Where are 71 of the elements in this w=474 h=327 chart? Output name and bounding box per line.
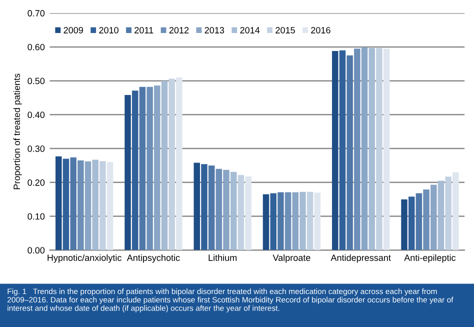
bar	[194, 162, 200, 250]
legend-label: 2014	[240, 27, 260, 34]
y-tick-label: 0.40	[28, 112, 45, 118]
bar	[306, 192, 314, 250]
bar	[408, 196, 415, 250]
bar	[161, 80, 168, 250]
legend-label: 2013	[204, 27, 224, 34]
bar	[154, 86, 160, 250]
bar	[401, 199, 408, 250]
bar	[339, 50, 346, 250]
legend-label: 2015	[276, 27, 295, 34]
x-tick-label: Hypnotic/anxiolytic	[48, 254, 122, 263]
y-tick-label: 0.00	[28, 247, 45, 254]
bar	[262, 194, 270, 250]
bar	[284, 192, 292, 250]
bar	[223, 170, 230, 250]
bar	[201, 164, 208, 250]
legend-label: 2011	[134, 27, 154, 34]
bar	[332, 51, 338, 250]
bar	[208, 165, 215, 250]
bar	[245, 176, 252, 250]
bar	[438, 180, 444, 250]
bar	[230, 172, 237, 250]
bar	[270, 193, 276, 250]
bar	[216, 168, 222, 250]
y-axis-title: Proportion of treated patients	[13, 74, 22, 190]
bar	[452, 172, 459, 250]
bar	[361, 47, 368, 250]
bar	[92, 160, 98, 250]
y-tick-label: 0.30	[28, 146, 45, 152]
bar	[383, 48, 390, 250]
bar	[368, 48, 375, 250]
bar	[56, 156, 62, 250]
bar	[376, 48, 382, 250]
bar	[292, 192, 298, 250]
y-tick-label: 0.60	[28, 44, 45, 50]
x-tick-label: Lithium	[208, 254, 237, 261]
x-tick-label: Anti-epileptic	[404, 254, 456, 263]
bar	[100, 161, 106, 250]
y-tick-label: 0.10	[28, 213, 45, 220]
bar	[146, 86, 153, 250]
bar	[238, 174, 244, 250]
bar	[168, 78, 175, 250]
x-tick-label: Valproate	[272, 254, 310, 263]
bar	[278, 192, 284, 250]
bar	[106, 162, 114, 250]
x-tick-label: Antidepressant	[330, 254, 391, 263]
legend-label: 2016	[311, 27, 330, 34]
bar	[176, 77, 182, 250]
y-tick-label: 0.20	[28, 179, 45, 186]
bar	[445, 176, 452, 250]
bar	[300, 192, 306, 250]
bar	[346, 55, 353, 250]
bar	[78, 160, 84, 250]
legend-label: 2009	[64, 27, 83, 34]
bar	[62, 158, 70, 250]
bar	[139, 86, 146, 250]
bar	[314, 192, 321, 250]
bar	[416, 193, 422, 250]
legend-label: 2012	[169, 27, 189, 34]
y-tick-label: 0.50	[28, 78, 45, 84]
bar	[124, 95, 131, 250]
legend-label: 2010	[99, 27, 118, 34]
bar	[132, 90, 138, 250]
y-tick-label: 0.70	[28, 10, 45, 16]
bar	[430, 184, 437, 250]
bar	[354, 48, 360, 250]
bar	[423, 190, 430, 250]
bar	[84, 161, 92, 250]
bar	[70, 157, 76, 250]
x-tick-label: Antipsychotic	[126, 254, 180, 263]
